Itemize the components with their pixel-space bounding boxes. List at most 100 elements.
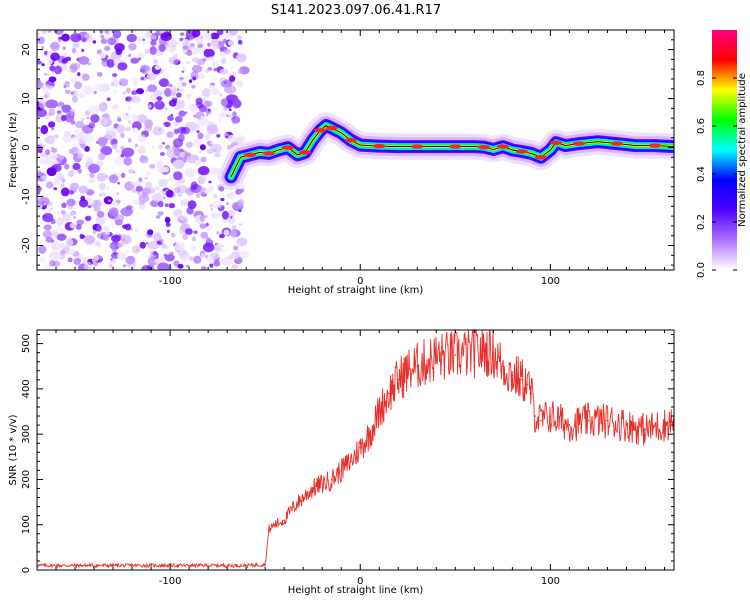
- noise-speckle: [158, 78, 169, 87]
- snr-ticks: -100 0 100 0 100 200 300 400 500: [21, 330, 674, 587]
- noise-speckle: [87, 62, 91, 66]
- snr-data-point: [359, 446, 362, 449]
- noise-speckle: [147, 84, 158, 93]
- colorbar-tick-label: 0.4: [696, 166, 707, 182]
- snr-data-point: [502, 365, 504, 368]
- spectrogram-y-tick-label: -10: [21, 188, 32, 204]
- noise-speckle: [73, 257, 81, 265]
- noise-speckle: [64, 81, 70, 86]
- noise-speckle: [170, 85, 178, 93]
- noise-speckle: [42, 230, 53, 239]
- noise-speckle: [160, 32, 172, 42]
- noise-speckle: [75, 149, 82, 155]
- noise-speckle: [96, 225, 103, 232]
- noise-speckle: [234, 255, 243, 264]
- noise-speckle: [110, 138, 118, 144]
- noise-speckle: [126, 33, 137, 43]
- noise-speckle: [186, 141, 193, 148]
- noise-speckle: [96, 233, 102, 239]
- noise-speckle: [71, 134, 78, 142]
- noise-speckle: [81, 130, 84, 133]
- noise-speckle: [200, 231, 209, 239]
- noise-speckle: [173, 171, 183, 181]
- snr-data-point: [492, 351, 495, 354]
- noise-speckle: [145, 242, 149, 245]
- snr-data-point: [587, 419, 590, 422]
- noise-speckle: [127, 105, 132, 111]
- spectrogram-x-tick-label: -100: [159, 276, 182, 287]
- noise-speckle: [64, 89, 71, 95]
- noise-speckle: [181, 70, 185, 73]
- noise-speckle: [115, 149, 121, 154]
- noise-speckle: [39, 95, 48, 104]
- noise-speckle: [228, 108, 232, 111]
- noise-speckle: [47, 58, 53, 65]
- noise-speckle: [197, 132, 204, 140]
- noise-speckle: [238, 209, 242, 212]
- noise-speckle: [130, 181, 136, 185]
- noise-speckle: [37, 108, 47, 118]
- noise-speckle: [96, 211, 105, 218]
- noise-speckle: [81, 117, 84, 122]
- snr-y-tick-label: 200: [21, 470, 32, 489]
- snr-data-point: [340, 469, 343, 472]
- noise-speckle: [44, 91, 51, 99]
- noise-speckle: [165, 222, 171, 227]
- snr-data-point: [644, 428, 647, 431]
- noise-speckle: [37, 170, 42, 175]
- noise-speckle: [204, 190, 210, 194]
- noise-speckle: [224, 133, 229, 137]
- ridge-peak-spot: [411, 144, 424, 149]
- noise-speckle: [99, 52, 107, 59]
- ridge-peak-spot: [244, 152, 256, 158]
- noise-speckle: [188, 79, 193, 83]
- noise-speckle: [50, 41, 61, 52]
- noise-speckle: [136, 52, 145, 59]
- noise-speckle: [167, 177, 173, 182]
- noise-speckle: [173, 187, 179, 192]
- noise-speckle: [68, 170, 75, 178]
- noise-speckle: [51, 127, 55, 131]
- noise-speckle: [165, 107, 168, 110]
- noise-speckle: [75, 224, 82, 230]
- snr-data-point: [273, 523, 276, 526]
- noise-speckle: [140, 66, 147, 73]
- noise-speckle: [192, 57, 200, 63]
- noise-speckle: [37, 186, 42, 192]
- noise-speckle: [46, 167, 57, 177]
- noise-speckle: [164, 254, 175, 262]
- noise-speckle: [104, 130, 117, 140]
- noise-speckle: [146, 171, 151, 177]
- noise-speckle: [94, 83, 107, 92]
- noise-speckle: [161, 243, 167, 249]
- snr-data-point: [540, 419, 542, 422]
- noise-speckle: [37, 32, 40, 36]
- noise-speckle: [149, 46, 157, 55]
- noise-speckle: [133, 199, 137, 204]
- noise-speckle: [137, 145, 146, 155]
- noise-speckle: [216, 30, 224, 36]
- noise-speckle: [98, 183, 106, 191]
- noise-speckle: [74, 128, 80, 134]
- noise-speckle: [110, 257, 113, 261]
- noise-speckle: [93, 229, 96, 233]
- colorbar-tick-label: 0.8: [696, 70, 707, 86]
- snr-data-point: [330, 478, 333, 481]
- snr-data-point: [321, 483, 324, 485]
- noise-speckle: [164, 203, 169, 207]
- noise-speckle: [236, 53, 247, 63]
- snr-data-point: [150, 564, 152, 567]
- noise-speckle: [227, 134, 236, 143]
- snr-data-point: [454, 354, 457, 356]
- noise-speckle: [221, 58, 226, 64]
- noise-speckle: [139, 241, 146, 249]
- noise-speckle: [138, 177, 143, 182]
- noise-speckle: [107, 199, 112, 202]
- noise-speckle: [40, 30, 49, 35]
- snr-data-point: [568, 424, 571, 426]
- noise-speckle: [210, 141, 214, 145]
- noise-speckle: [187, 200, 197, 210]
- noise-speckle: [237, 35, 242, 41]
